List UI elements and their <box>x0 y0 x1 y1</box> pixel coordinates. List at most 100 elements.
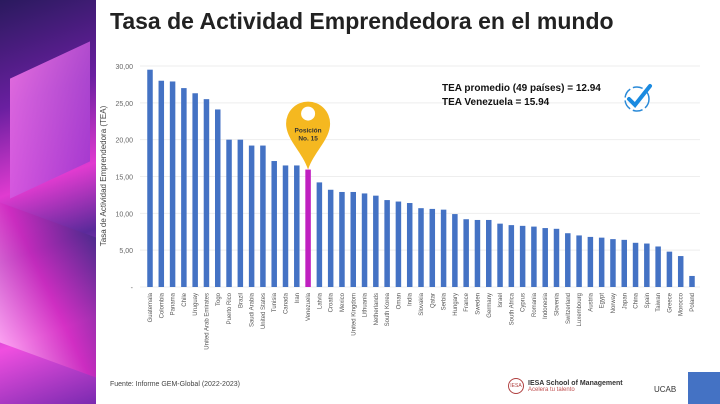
bar-united-arab-emirates <box>203 99 210 288</box>
x-tick-label: Austria <box>588 292 594 311</box>
bar-luxembourg <box>576 235 582 287</box>
x-tick-label: Oman <box>396 293 402 309</box>
decorative-panel <box>0 0 96 404</box>
page-title: Tasa de Actividad Emprendedora en el mun… <box>110 8 614 34</box>
x-tick-label: Uruguay <box>193 293 199 316</box>
bar-south-korea <box>384 200 390 287</box>
x-tick-label: Germany <box>487 293 493 318</box>
bar-qatar <box>429 208 436 287</box>
x-tick-label: United Arab Emirates <box>204 293 210 350</box>
bar-croatia <box>327 189 334 287</box>
bar-romania <box>531 226 537 287</box>
x-tick-label: Togo <box>216 292 222 306</box>
x-tick-label: Morocco <box>679 292 685 316</box>
x-tick-label: Colombia <box>159 292 165 318</box>
bar-hungary <box>452 214 458 287</box>
x-tick-label: Greece <box>667 292 673 312</box>
bar-austria <box>587 236 594 287</box>
x-tick-label: Sweden <box>475 293 481 315</box>
x-tick-label: Egypt <box>600 293 606 309</box>
x-tick-label: Puerto Rico <box>227 292 233 324</box>
x-tick-label: South Africa <box>509 292 515 325</box>
bar-colombia <box>158 80 165 287</box>
bar-taiwan <box>655 246 661 287</box>
logo-name: IESA School of Management <box>528 379 623 387</box>
bar-egypt <box>598 237 605 287</box>
x-tick-label: Canada <box>284 292 290 314</box>
x-tick-label: Panama <box>171 292 177 315</box>
bar-togo <box>215 109 221 287</box>
x-tick-label: Switzerland <box>566 293 572 324</box>
bar-netherlands <box>373 195 379 287</box>
logo-tagline: Acelera tu talento <box>528 386 575 393</box>
seal-icon: IESA <box>508 378 524 394</box>
marker-label-1: Posición <box>295 128 322 135</box>
x-tick-label: Poland <box>690 293 696 312</box>
x-tick-label: Japan <box>622 293 628 309</box>
bar-switzerland <box>565 233 571 287</box>
x-tick-label: Latvia <box>317 292 323 309</box>
bar-canada <box>282 165 289 287</box>
bar-poland <box>689 275 695 287</box>
y-tick-label: 25,00 <box>115 101 133 108</box>
bar-panama <box>169 81 176 287</box>
x-tick-label: United Kingdom <box>351 293 357 336</box>
x-tick-label: Netherlands <box>374 293 380 325</box>
bar-serbia <box>440 209 447 287</box>
bar-india <box>406 203 413 287</box>
x-tick-label: Taiwan <box>656 293 662 312</box>
x-tick-label: France <box>464 292 470 311</box>
bar-germany <box>486 219 492 287</box>
x-tick-label: Venezuela <box>306 292 312 321</box>
tea-average: TEA promedio (49 países) = 12.94 <box>442 83 601 94</box>
bar-sweden <box>474 219 481 287</box>
bar-china <box>632 242 639 287</box>
x-tick-label: Lithuania <box>363 292 369 317</box>
x-tick-label: Brazil <box>238 293 244 308</box>
bar-venezuela <box>305 169 311 287</box>
y-tick-label: 15,00 <box>115 175 133 182</box>
y-tick-label: - <box>131 285 134 292</box>
bar-japan <box>621 239 627 287</box>
x-tick-label: Cyprus <box>521 293 527 312</box>
bar-slovenia <box>553 228 560 287</box>
iesa-logo: IESA IESA School of Management Acelera tu… <box>508 378 623 394</box>
bar-puerto-rico <box>226 139 232 287</box>
bar-morocco <box>677 256 684 287</box>
x-tick-label: Slovenia <box>555 292 561 316</box>
bar-greece <box>666 251 673 287</box>
bar-tunisia <box>271 161 277 287</box>
x-tick-label: India <box>408 292 414 306</box>
bar-slovakia <box>418 208 424 287</box>
bar-spain <box>644 243 650 287</box>
x-tick-label: Tunisia <box>272 292 278 312</box>
y-tick-label: 5,00 <box>119 248 133 255</box>
x-tick-label: Luxembourg <box>577 293 583 326</box>
tea-summary: TEA promedio (49 países) = 12.94 TEA Ven… <box>442 82 601 110</box>
x-tick-label: Slovakia <box>419 292 425 315</box>
x-tick-label: Qatar <box>430 293 436 308</box>
check-icon <box>624 84 652 112</box>
x-tick-label: Serbia <box>442 292 448 310</box>
bar-israel <box>497 223 503 287</box>
corner-block <box>688 372 720 404</box>
bar-indonesia <box>542 228 548 287</box>
ucab-logo: UCAB <box>654 385 677 394</box>
bar-mexico <box>339 191 345 287</box>
bar-saudi-arabia <box>248 145 255 287</box>
x-tick-label: Norway <box>611 293 617 313</box>
bar-latvia <box>316 182 323 287</box>
x-tick-label: Croatia <box>329 292 335 312</box>
x-tick-label: Indonesia <box>543 292 549 319</box>
bar-lithuania <box>361 193 368 287</box>
source-note: Fuente: Informe GEM-Global (2022-2023) <box>110 381 240 388</box>
marker-label-2: No. 15 <box>298 136 318 143</box>
bar-france <box>463 219 469 287</box>
bar-united-states <box>260 145 266 287</box>
x-tick-label: Romania <box>532 292 538 317</box>
x-tick-label: Chile <box>182 292 188 306</box>
bar-guatemala <box>147 69 153 287</box>
y-axis-label: Tasa de Actividad Emprendedora (TEA) <box>99 105 108 246</box>
y-tick-label: 10,00 <box>115 211 133 218</box>
bar-cyprus <box>519 225 526 287</box>
